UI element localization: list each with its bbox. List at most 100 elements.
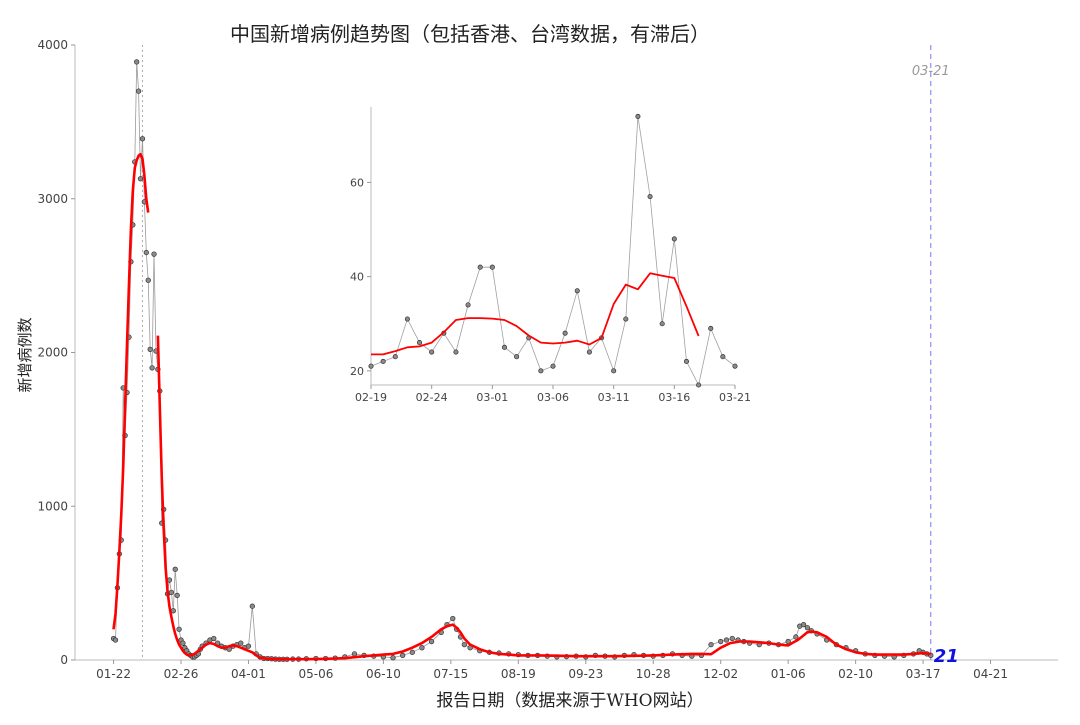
smoothed-trend-line — [156, 335, 931, 661]
data-point — [149, 365, 155, 371]
data-point — [461, 641, 467, 648]
end-value-label: 21 — [934, 646, 959, 667]
data-point — [112, 637, 119, 643]
inset-data-point — [562, 330, 568, 336]
data-point — [245, 643, 252, 649]
data-point — [409, 649, 415, 655]
inset-data-point — [429, 349, 435, 355]
data-point — [708, 641, 714, 648]
data-point — [723, 637, 730, 643]
data-point — [176, 626, 182, 632]
inset-data-point — [647, 193, 653, 200]
y-tick-label: 0 — [60, 653, 68, 667]
x-tick-label: 01-22 — [96, 667, 131, 681]
inset-data-point — [671, 236, 677, 242]
inset-data-point — [732, 363, 738, 369]
inset-y-tick-label: 20 — [350, 365, 364, 378]
x-axis-title: 报告日期（数据来源于WHO网站） — [436, 691, 703, 711]
data-point — [390, 655, 396, 661]
reference-line-label: 03-21 — [912, 64, 950, 79]
y-tick-label: 2000 — [37, 346, 68, 360]
inset-data-point — [404, 316, 410, 322]
x-tick-label: 09-23 — [568, 667, 603, 681]
inset-data-point — [538, 368, 544, 374]
inset-data-point — [501, 344, 508, 350]
y-tick-label: 3000 — [37, 192, 68, 206]
data-point — [135, 88, 142, 94]
inset-data-point — [708, 325, 714, 332]
data-point — [145, 277, 151, 283]
inset-data-point — [465, 302, 471, 308]
y-axis-title: 新增病例数 — [16, 317, 34, 392]
inset-data-point — [696, 382, 702, 388]
inset-data-point — [392, 354, 398, 360]
inset-smoothed-trend-line — [371, 272, 700, 356]
data-point — [134, 59, 140, 65]
inset-data-point — [574, 288, 580, 294]
x-tick-label: 05-06 — [298, 667, 333, 681]
main-reference-lines: 03-21 — [141, 45, 950, 660]
inset-data-point — [586, 349, 592, 355]
inset-x-tick-label: 03-01 — [476, 391, 508, 404]
data-point — [400, 652, 406, 659]
x-tick-label: 08-19 — [501, 667, 536, 681]
x-tick-label: 02-10 — [838, 667, 873, 681]
data-point — [800, 621, 807, 628]
data-point — [419, 645, 425, 651]
x-tick-label: 03-17 — [906, 667, 941, 681]
data-point — [180, 640, 186, 646]
x-tick-label: 07-15 — [433, 667, 468, 681]
data-point — [143, 249, 149, 256]
x-tick-label: 12-02 — [703, 667, 738, 681]
data-point — [168, 589, 175, 595]
data-point — [804, 625, 811, 631]
main-axes: 0 1000 2000 3000 4000 01-22 02-26 04-01 05-06 06-… — [37, 38, 1058, 681]
inset-data-point — [659, 321, 665, 327]
inset-y-tick-label: 40 — [350, 271, 364, 284]
data-point — [147, 346, 153, 353]
inset-y-tick-label: 60 — [350, 176, 364, 189]
data-point — [450, 615, 456, 622]
inset-x-tick-label: 03-11 — [598, 391, 630, 404]
inset-data-point — [623, 316, 629, 322]
inset-data-point — [635, 113, 641, 119]
inset-data-point — [489, 264, 495, 270]
main-series: 21 — [110, 59, 959, 667]
inset-data-point — [477, 264, 483, 270]
chart-title: 中国新增病例趋势图（包括香港、台湾数据，有滞后） — [230, 22, 710, 46]
data-point — [351, 651, 358, 657]
inset-data-point — [514, 354, 520, 360]
inset-x-tick-label: 03-16 — [658, 391, 690, 404]
inset-data-point — [380, 358, 386, 364]
x-tick-label: 04-01 — [231, 667, 266, 681]
inset-data-point — [683, 358, 690, 364]
x-tick-label: 06-10 — [366, 667, 401, 681]
data-point — [249, 603, 255, 609]
data-point — [151, 251, 157, 257]
data-point — [785, 638, 791, 645]
inset-background — [341, 97, 765, 415]
x-tick-label: 10-28 — [636, 667, 671, 681]
inset-chart: 20 40 60 02-19 02-24 03-01 03-06 03-11 03-16 03-2… — [341, 97, 765, 415]
data-point — [793, 634, 799, 640]
x-tick-label: 04-21 — [973, 667, 1008, 681]
x-tick-label: 02-26 — [164, 667, 199, 681]
inset-data-point — [368, 363, 374, 369]
data-point — [718, 638, 724, 645]
inset-x-tick-label: 03-21 — [719, 391, 751, 404]
y-tick-label: 1000 — [37, 499, 68, 513]
data-point — [174, 592, 180, 599]
data-point — [211, 635, 217, 642]
inset-data-point — [611, 368, 617, 374]
data-point — [238, 640, 244, 646]
inset-data-point — [720, 354, 726, 360]
inset-data-point — [453, 349, 459, 355]
inset-data-point — [416, 340, 423, 346]
inset-x-tick-label: 02-24 — [416, 391, 448, 404]
data-point — [172, 566, 178, 572]
y-tick-label: 4000 — [37, 38, 68, 52]
inset-x-tick-label: 03-06 — [537, 391, 569, 404]
inset-data-point — [550, 363, 556, 369]
